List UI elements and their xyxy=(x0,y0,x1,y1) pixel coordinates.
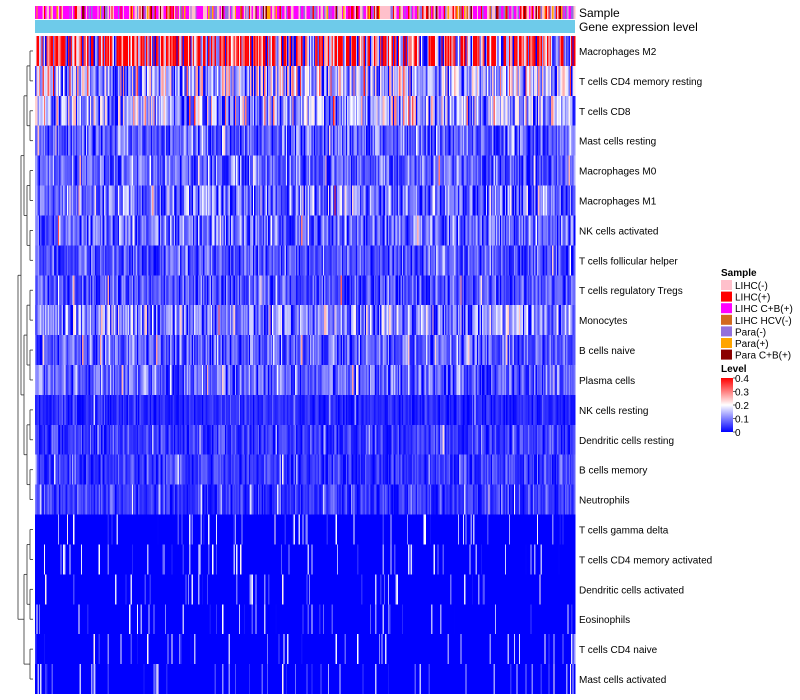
row-label: Mast cells activated xyxy=(579,675,666,686)
heatmap-row xyxy=(35,604,576,635)
sample-track-label: Sample xyxy=(579,6,620,20)
row-label: B cells naive xyxy=(579,346,636,357)
sample-legend-swatch xyxy=(721,303,732,314)
sample-legend: Sample LIHC(-)LIHC(+)LIHC C+B(+)LIHC HCV… xyxy=(721,268,793,362)
row-label: T cells follicular helper xyxy=(579,256,678,267)
sample-legend-swatch xyxy=(721,338,732,348)
sample-legend-label: LIHC(+) xyxy=(735,293,770,304)
sample-legend-swatch xyxy=(721,314,732,325)
row-label: Dendritic cells activated xyxy=(579,585,684,596)
row-label: B cells memory xyxy=(579,466,647,477)
row-label: Dendritic cells resting xyxy=(579,436,674,447)
row-label: T cells CD4 memory activated xyxy=(579,555,712,566)
row-labels: Macrophages M2 T cells CD4 memory resting… xyxy=(579,47,712,686)
row-label: Plasma cells xyxy=(579,376,635,387)
heatmap-row xyxy=(35,574,576,605)
heatmap-row xyxy=(35,275,576,306)
row-label: Eosinophils xyxy=(579,615,630,626)
level-tick-label: 0.4 xyxy=(735,374,749,385)
sample-legend-swatch xyxy=(721,280,732,290)
heatmap-row xyxy=(35,634,576,665)
heatmap-row xyxy=(35,305,576,336)
level-legend-title: Level xyxy=(721,364,747,375)
gene-expression-track xyxy=(35,20,575,33)
sample-legend-swatch xyxy=(721,349,732,360)
heatmap-row xyxy=(35,95,576,126)
row-dendrogram xyxy=(17,50,33,680)
sample-legend-title: Sample xyxy=(721,268,757,279)
heatmap-row xyxy=(35,454,576,485)
row-label: Monocytes xyxy=(579,316,627,327)
heatmap-row xyxy=(35,335,576,366)
sample-legend-swatch xyxy=(721,326,732,337)
row-label: Neutrophils xyxy=(579,496,630,507)
row-label: T cells CD4 naive xyxy=(579,645,658,656)
level-tick-label: 0.3 xyxy=(735,388,749,399)
row-label: Macrophages M0 xyxy=(579,167,657,178)
gene-track-label: Gene expression level xyxy=(579,20,698,34)
row-label: T cells gamma delta xyxy=(579,526,669,537)
heatmap-row xyxy=(35,215,576,246)
heatmap-row xyxy=(35,245,576,276)
heatmap-row xyxy=(35,514,576,545)
heatmap-row xyxy=(35,365,576,396)
sample-annotation-track xyxy=(35,6,576,19)
level-tick-label: 0 xyxy=(735,428,741,439)
heatmap-row xyxy=(35,394,576,426)
sample-legend-label: LIHC C+B(+) xyxy=(735,304,793,315)
row-label: NK cells resting xyxy=(579,406,648,417)
heatmap-row xyxy=(35,664,576,695)
sample-legend-label: Para(+) xyxy=(735,339,769,350)
row-label: Mast cells resting xyxy=(579,137,656,148)
level-tick-label: 0.1 xyxy=(735,415,749,426)
heatmap-row xyxy=(35,424,576,455)
heatmap-row xyxy=(35,155,576,186)
row-label: T cells CD4 memory resting xyxy=(579,77,702,88)
sample-legend-label: Para(-) xyxy=(735,327,766,338)
heatmap-row xyxy=(35,484,576,515)
heatmap-row xyxy=(35,185,576,216)
sample-legend-label: LIHC(-) xyxy=(735,281,768,292)
heatmap-body xyxy=(35,36,576,695)
level-legend: Level 0.4 0.3 0.2 0.1 0 xyxy=(721,364,749,439)
level-tick-label: 0.2 xyxy=(735,401,749,412)
heatmap-row xyxy=(35,125,576,156)
sample-legend-label: Para C+B(+) xyxy=(735,351,791,362)
heatmap-row xyxy=(35,36,576,67)
level-colorbar xyxy=(721,378,733,432)
row-label: Macrophages M2 xyxy=(579,47,657,58)
row-label: T cells CD8 xyxy=(579,107,631,118)
heatmap-row xyxy=(35,544,576,575)
row-label: Macrophages M1 xyxy=(579,197,657,208)
row-label: NK cells activated xyxy=(579,226,658,237)
sample-legend-swatch xyxy=(721,291,732,302)
heatmap-row xyxy=(35,65,576,97)
sample-legend-label: LIHC HCV(-) xyxy=(735,316,792,327)
row-label: T cells regulatory Tregs xyxy=(579,286,683,297)
